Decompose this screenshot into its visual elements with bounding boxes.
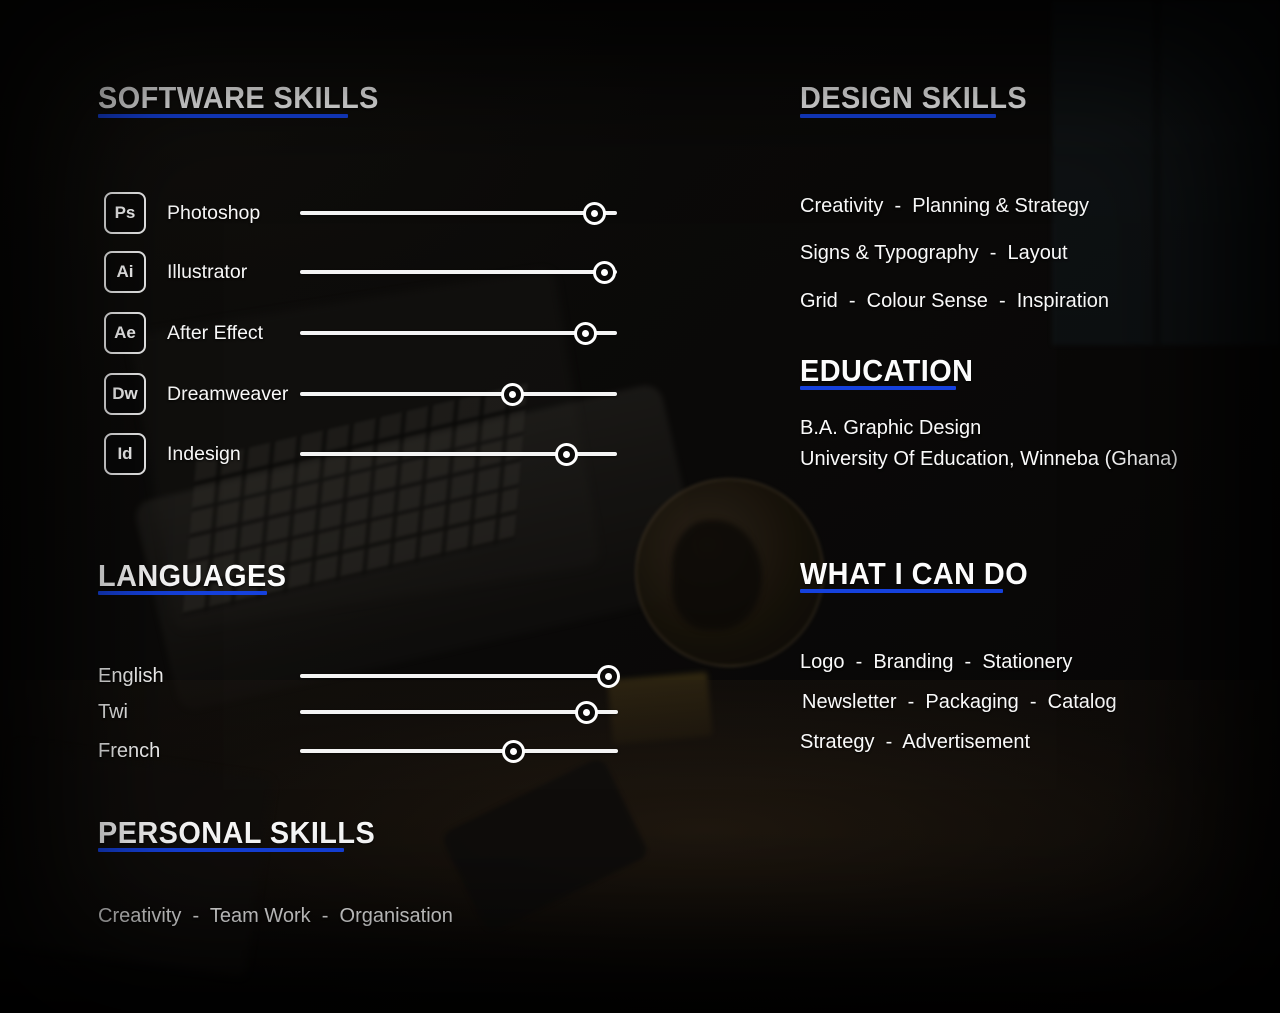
- skill-slider: [300, 372, 617, 416]
- software-skill-row: Id Indesign: [98, 432, 619, 476]
- language-row: French: [98, 733, 619, 769]
- section-title-education: EDUCATION: [800, 353, 974, 388]
- personal-skill-line: Creativity - Team Work - Organisation: [98, 905, 453, 927]
- section-title-design-skills: DESIGN SKILLS: [800, 80, 1028, 115]
- language-label: French: [98, 740, 161, 762]
- indesign-badge-icon: Id: [104, 433, 146, 475]
- software-skill-row: Ps Photoshop: [98, 191, 619, 235]
- slider-track: [300, 452, 617, 456]
- software-skill-row: Ai Illustrator: [98, 250, 619, 294]
- language-label: Twi: [98, 701, 128, 723]
- slider-knob[interactable]: [554, 442, 578, 466]
- software-skill-row: Ae After Effect: [98, 311, 619, 355]
- section-title-software-skills: SOFTWARE SKILLS: [98, 80, 379, 115]
- title-underline-design-skills: [800, 114, 996, 118]
- education-degree: B.A. Graphic Design: [800, 417, 982, 439]
- slider-track: [300, 331, 617, 335]
- skill-slider: [300, 191, 617, 235]
- education-university: University Of Education, Winneba (Ghana): [800, 448, 1178, 470]
- design-skill-line: Creativity - Planning & Strategy: [800, 195, 1090, 217]
- background-globe: [635, 478, 824, 667]
- section-title-languages: LANGUAGES: [98, 558, 287, 593]
- dreamweaver-badge-icon: Dw: [104, 373, 146, 415]
- title-underline-personal-skills: [98, 848, 344, 852]
- slider-track: [300, 674, 618, 678]
- title-underline-education: [800, 386, 956, 390]
- title-underline-software-skills: [98, 114, 348, 118]
- skill-slider: [300, 311, 617, 355]
- section-title-personal-skills: PERSONAL SKILLS: [98, 815, 376, 850]
- slider-knob[interactable]: [573, 321, 597, 345]
- language-row: Twi: [98, 694, 619, 730]
- design-skill-line: Grid - Colour Sense - Inspiration: [800, 290, 1110, 312]
- background-globe-continent: [672, 520, 762, 630]
- software-skill-label: Indesign: [167, 443, 241, 465]
- title-underline-what-i-can-do: [800, 589, 1003, 593]
- software-skill-label: After Effect: [167, 322, 264, 344]
- software-skill-row: Dw Dreamweaver: [98, 372, 619, 416]
- design-skill-line: Signs & Typography - Layout: [800, 242, 1068, 264]
- photoshop-badge-icon: Ps: [104, 192, 146, 234]
- slider-track: [300, 710, 618, 714]
- slider-track: [300, 270, 617, 274]
- language-slider: [300, 694, 618, 730]
- language-row: English: [98, 658, 620, 694]
- software-skill-label: Dreamweaver: [167, 383, 289, 405]
- software-skill-label: Photoshop: [167, 202, 261, 224]
- slider-track: [300, 392, 617, 396]
- skill-slider: [300, 432, 617, 476]
- can-do-line: Logo - Branding - Stationery: [800, 651, 1073, 673]
- slider-knob[interactable]: [592, 260, 616, 284]
- slider-knob[interactable]: [596, 664, 620, 688]
- after-effects-badge-icon: Ae: [104, 312, 146, 354]
- skill-slider: [300, 250, 617, 294]
- slider-knob[interactable]: [500, 382, 524, 406]
- language-slider: [300, 658, 620, 694]
- slider-knob[interactable]: [501, 739, 525, 763]
- can-do-line: Newsletter - Packaging - Catalog: [802, 691, 1117, 713]
- illustrator-badge-icon: Ai: [104, 251, 146, 293]
- slider-track: [300, 749, 618, 753]
- background-yellow-book: [607, 671, 713, 745]
- can-do-line: Strategy - Advertisement: [800, 731, 1031, 753]
- slider-knob[interactable]: [583, 201, 607, 225]
- slider-knob[interactable]: [574, 700, 598, 724]
- background-notebook: [0, 742, 273, 978]
- slider-track: [300, 211, 617, 215]
- title-underline-languages: [98, 591, 267, 595]
- background-phone: [439, 756, 651, 934]
- software-skill-label: Illustrator: [167, 261, 248, 283]
- language-slider: [300, 733, 618, 769]
- language-label: English: [98, 665, 164, 687]
- section-title-what-i-can-do: WHAT I CAN DO: [800, 556, 1029, 591]
